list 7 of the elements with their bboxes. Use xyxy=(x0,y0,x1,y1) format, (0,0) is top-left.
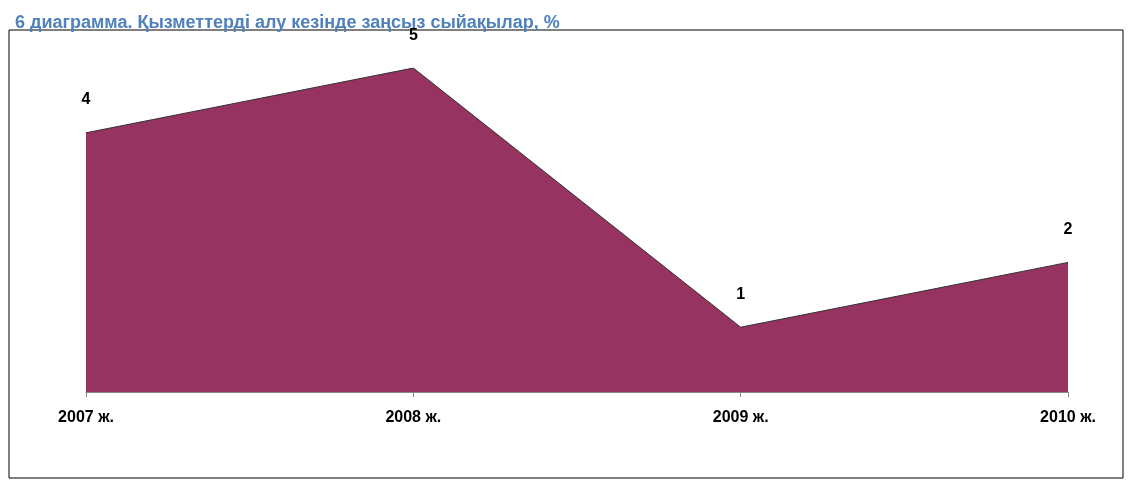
x-tick-label: 2010 ж. xyxy=(1040,407,1096,425)
x-tick-label: 2008 ж. xyxy=(385,407,442,425)
data-label: 2 xyxy=(1063,219,1073,237)
x-tick-label: 2007 ж. xyxy=(58,407,114,425)
data-label: 1 xyxy=(736,284,746,302)
x-tick-label: 2009 ж. xyxy=(712,407,769,425)
data-label: 4 xyxy=(81,90,91,108)
